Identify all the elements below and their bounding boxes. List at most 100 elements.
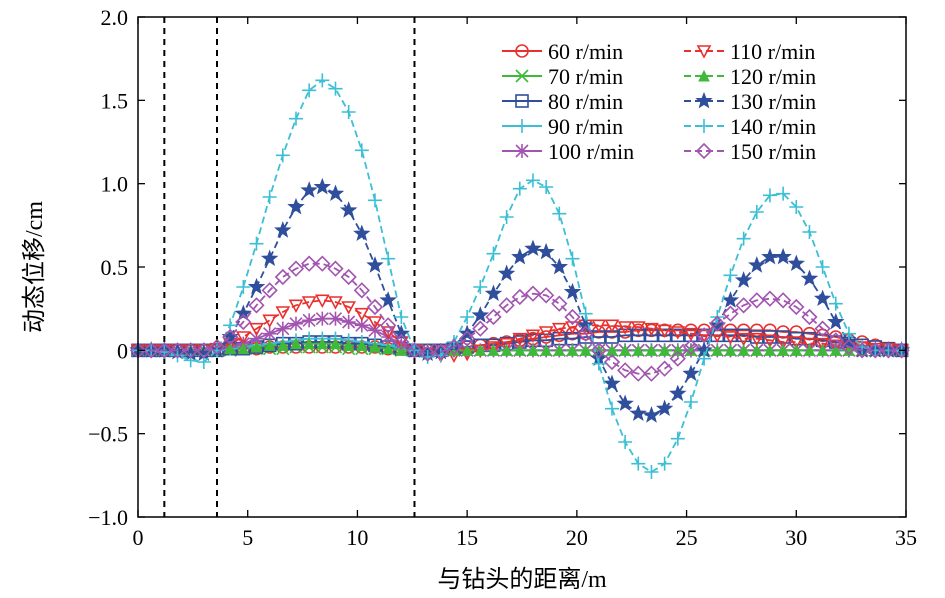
data-point [290,337,302,350]
data-point [486,341,501,355]
data-point [815,260,830,274]
data-point [275,306,291,320]
data-point [182,342,199,359]
data-point [458,324,476,342]
data-point [474,344,487,356]
y-tick-label: 0 [117,338,128,363]
data-point [630,321,646,335]
legend-marker [515,94,529,108]
data-point [617,362,634,379]
data-point [762,334,778,349]
y-axis-title: 动态位移/cm [21,201,48,333]
data-point [195,342,212,359]
data-point [750,344,763,356]
data-point [339,201,358,218]
data-point [697,351,712,366]
data-point [643,365,660,382]
axis-ticks: 0 5 10 15 20 25 30 35 −1.0 −0.5 0 0.5 1.0 1.5 2.0 [88,5,917,550]
data-point [657,456,672,471]
legend-marker [515,69,529,83]
data-point [380,317,397,334]
series-line [138,186,902,417]
y-tick-label: 1.0 [101,172,129,197]
data-point [511,247,529,265]
data-point [511,288,528,306]
data-point [250,340,263,353]
data-point [827,332,844,349]
data-point [551,295,568,312]
data-point [301,296,317,310]
y-tick-label: −1.0 [88,505,128,530]
data-point [671,344,684,356]
data-point [566,344,579,356]
data-point [724,344,737,356]
data-point [274,268,291,286]
data-point [816,344,829,356]
data-point [683,395,698,409]
x-tick-label: 35 [895,525,917,550]
data-point [303,337,315,350]
series-line [138,342,902,352]
data-point [394,336,409,351]
data-point [827,312,845,330]
data-point [642,406,661,423]
legend-label: 130 r/min [730,89,816,114]
x-tick-label: 20 [566,525,588,550]
data-point [236,280,251,294]
data-point [288,316,303,331]
data-point [552,206,567,221]
data-point [669,350,686,367]
x-tick-label: 25 [676,525,698,550]
data-point [591,356,606,371]
data-point [576,316,595,333]
data-point [500,344,513,356]
data-point [723,268,738,283]
data-point [275,321,290,336]
data-point [829,344,842,356]
data-point [734,271,753,288]
data-point [761,290,779,307]
data-point [367,323,382,338]
data-point [618,435,633,449]
data-point [314,255,331,272]
data-point [471,306,489,323]
data-point [564,308,581,326]
legend-label: 80 r/min [548,89,623,114]
data-point [618,328,632,343]
data-point [749,332,765,347]
data-point [328,81,343,96]
data-point [274,221,292,238]
data-point [379,291,397,308]
data-point [670,431,685,446]
data-point [459,330,476,347]
data-point [262,190,277,204]
data-point [631,456,646,471]
data-point [369,340,381,353]
data-point [658,344,671,356]
data-point [735,297,752,314]
data-point [525,329,541,344]
data-point [682,364,700,382]
data-point [237,342,250,355]
data-point [762,188,777,203]
data-point [260,249,279,267]
x-tick-label: 0 [133,525,144,550]
data-point [354,318,369,333]
data-point [445,338,463,356]
data-point [513,344,526,356]
series-9 [129,255,910,382]
legend-marker [697,119,711,133]
data-point [591,319,607,334]
legend-item: 80 r/min [502,89,623,114]
data-point [840,332,858,350]
data-point [261,282,278,299]
data-point [749,205,764,219]
data-point [631,328,646,343]
data-point [263,339,276,351]
data-point [604,319,620,334]
data-point [262,326,277,341]
data-point [234,304,252,322]
legend-label: 150 r/min [730,139,816,164]
data-point [696,329,712,344]
data-point [249,236,264,251]
